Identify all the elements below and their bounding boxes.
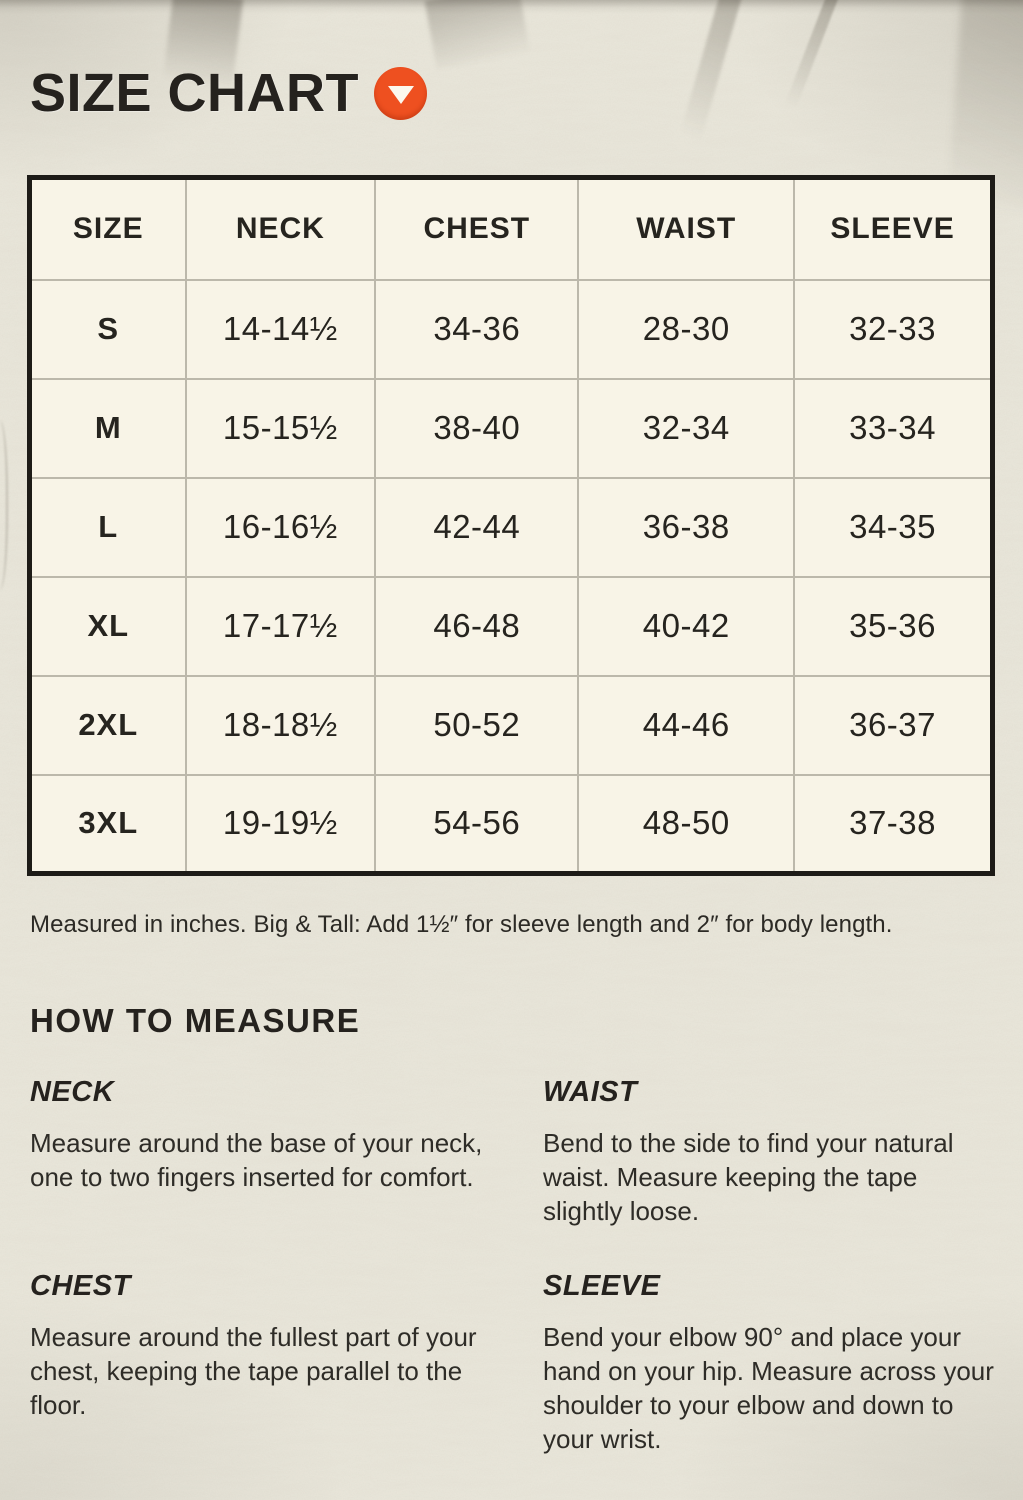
- measure-text-neck: Measure around the base of your neck, on…: [30, 1128, 483, 1192]
- measure-title-neck: NECK: [30, 1076, 115, 1108]
- table-row-l: L 16-16½ 42-44 36-38 34-35: [28, 476, 994, 578]
- column-header-neck: NECK: [184, 176, 377, 281]
- cell-size: XL: [28, 575, 187, 677]
- down-triangle-glyph: [387, 86, 414, 104]
- cell-sleeve: 34-35: [793, 476, 994, 578]
- column-header-sleeve: SLEEVE: [793, 176, 994, 281]
- size-table-body: S 14-14½ 34-36 28-30 32-33 M 15-15½ 38-4…: [28, 278, 994, 875]
- measure-section-sleeve: SLEEVE Bend your elbow 90° and place you…: [543, 1270, 995, 1456]
- cell-waist: 28-30: [577, 278, 796, 380]
- cell-neck: 16-16½: [184, 476, 377, 578]
- column-header-chest: CHEST: [374, 176, 580, 281]
- cell-chest: 46-48: [374, 575, 580, 677]
- cell-size: M: [28, 377, 187, 479]
- measure-text-sleeve: Bend your elbow 90° and place your hand …: [543, 1322, 994, 1454]
- table-row-2xl: 2XL 18-18½ 50-52 44-46 36-37: [28, 674, 994, 776]
- cell-chest: 38-40: [374, 377, 580, 479]
- cell-chest: 50-52: [374, 674, 580, 776]
- cell-chest: 42-44: [374, 476, 580, 578]
- texture-crease: [0, 420, 8, 590]
- cell-chest: 54-56: [374, 773, 580, 875]
- cell-waist: 32-34: [577, 377, 796, 479]
- measure-title-sleeve: SLEEVE: [543, 1270, 661, 1302]
- cell-sleeve: 32-33: [793, 278, 994, 380]
- measure-title-chest: CHEST: [30, 1270, 131, 1302]
- cell-sleeve: 35-36: [793, 575, 994, 677]
- cell-neck: 19-19½: [184, 773, 377, 875]
- chevron-down-icon[interactable]: [374, 66, 427, 120]
- measure-title-waist: WAIST: [543, 1076, 638, 1108]
- measure-section-neck: NECK Measure around the base of your nec…: [30, 1076, 487, 1228]
- texture-streak: [424, 0, 531, 70]
- texture-top-edge: [0, 0, 1023, 14]
- how-to-measure-heading: HOW TO MEASURE: [30, 1002, 361, 1039]
- cell-sleeve: 36-37: [793, 674, 994, 776]
- table-row-m: M 15-15½ 38-40 32-34 33-34: [28, 377, 994, 479]
- header-row: SIZE NECK CHEST WAIST SLEEVE: [28, 176, 994, 281]
- cell-sleeve: 33-34: [793, 377, 994, 479]
- cell-sleeve: 37-38: [793, 773, 994, 875]
- measure-text-chest: Measure around the fullest part of your …: [30, 1322, 477, 1420]
- cell-waist: 36-38: [577, 476, 796, 578]
- title-row: SIZE CHART: [30, 66, 427, 120]
- cell-neck: 14-14½: [184, 278, 377, 380]
- cell-neck: 17-17½: [184, 575, 377, 677]
- cell-neck: 18-18½: [184, 674, 377, 776]
- cell-waist: 48-50: [577, 773, 796, 875]
- column-header-size: SIZE: [28, 176, 187, 281]
- cell-chest: 34-36: [374, 278, 580, 380]
- cell-waist: 40-42: [577, 575, 796, 677]
- texture-streak: [679, 0, 743, 141]
- table-row-xl: XL 17-17½ 46-48 40-42 35-36: [28, 575, 994, 677]
- column-header-waist: WAIST: [577, 176, 796, 281]
- size-table-header: SIZE NECK CHEST WAIST SLEEVE: [28, 176, 994, 281]
- measure-text-waist: Bend to the side to find your natural wa…: [543, 1128, 954, 1226]
- texture-streak: [784, 0, 840, 109]
- measure-section-chest: CHEST Measure around the fullest part of…: [30, 1270, 487, 1456]
- page-title: SIZE CHART: [30, 63, 359, 123]
- cell-neck: 15-15½: [184, 377, 377, 479]
- cell-size: 2XL: [28, 674, 187, 776]
- measure-section-waist: WAIST Bend to the side to find your natu…: [543, 1076, 995, 1228]
- table-row-3xl: 3XL 19-19½ 54-56 48-50 37-38: [28, 773, 994, 875]
- table-footnote: Measured in inches. Big & Tall: Add 1½″ …: [30, 911, 893, 938]
- measure-grid: NECK Measure around the base of your nec…: [30, 1076, 995, 1456]
- cell-size: 3XL: [28, 773, 187, 875]
- cell-waist: 44-46: [577, 674, 796, 776]
- size-table: SIZE NECK CHEST WAIST SLEEVE S 14-14½ 34…: [27, 175, 995, 876]
- cell-size: S: [28, 278, 187, 380]
- table-row-s: S 14-14½ 34-36 28-30 32-33: [28, 278, 994, 380]
- cell-size: L: [28, 476, 187, 578]
